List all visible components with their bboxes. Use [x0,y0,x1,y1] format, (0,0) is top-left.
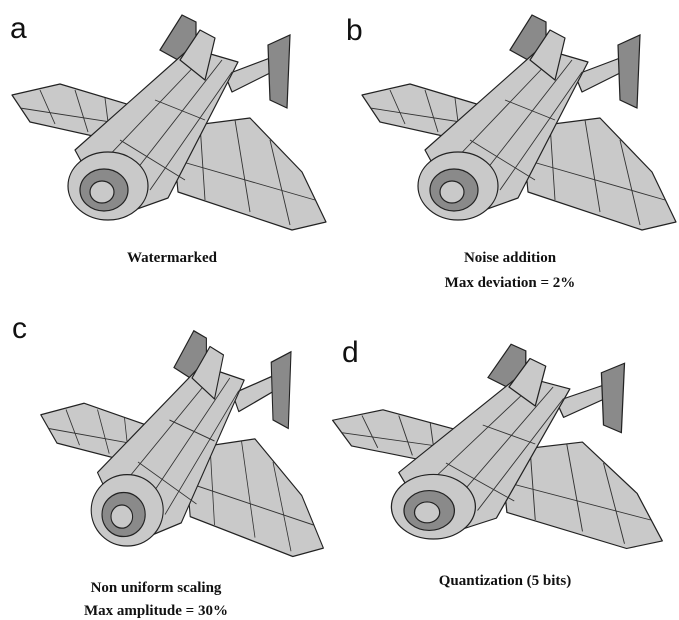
caption: Watermarked [127,250,218,266]
panel-letter: b [346,14,363,47]
caption: Non uniform scaling [91,580,222,596]
mesh-d [331,343,663,550]
mesh-a [11,14,327,231]
caption: Noise addition [464,250,557,266]
caption: Max deviation = 2% [445,275,576,291]
panel-letter: a [10,12,27,45]
caption: Max amplitude = 30% [84,603,228,619]
mesh-b [361,14,677,231]
mesh-c [40,330,325,558]
panel-letter: d [342,336,359,369]
caption: Quantization (5 bits) [439,573,572,589]
panel-letter: c [12,312,27,345]
